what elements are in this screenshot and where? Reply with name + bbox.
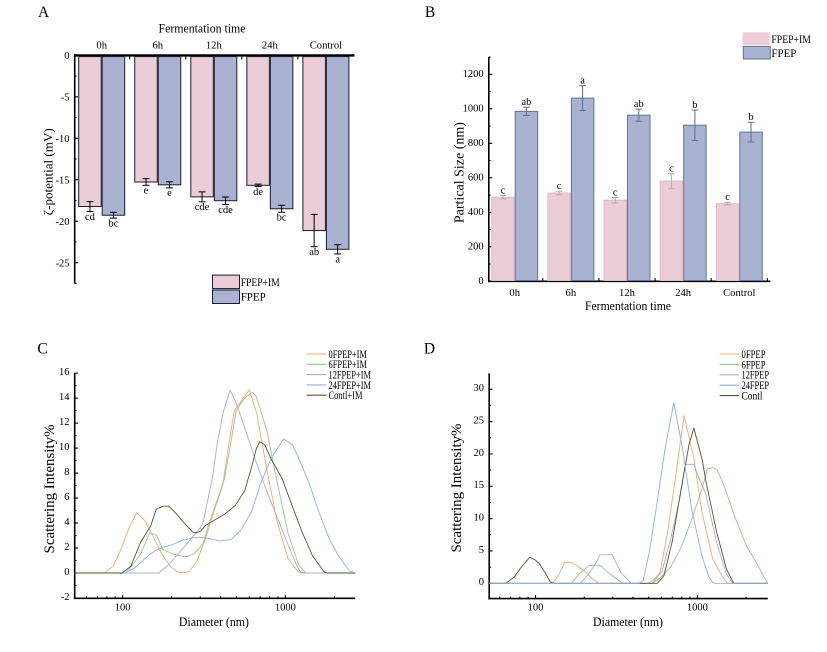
svg-text:30: 30 (474, 383, 485, 394)
svg-text:14: 14 (59, 392, 70, 403)
svg-text:-15: -15 (56, 175, 70, 186)
svg-text:0: 0 (64, 51, 69, 62)
svg-text:100: 100 (528, 603, 544, 614)
svg-text:5: 5 (479, 545, 484, 556)
svg-text:0h: 0h (96, 41, 107, 52)
svg-text:12h: 12h (206, 41, 223, 52)
svg-text:Scattering Intensity%: Scattering Intensity% (449, 424, 465, 553)
svg-text:-25: -25 (56, 258, 70, 269)
svg-text:0FPEP: 0FPEP (742, 349, 766, 361)
svg-text:12FPEP+IM: 12FPEP+IM (329, 370, 372, 382)
svg-text:e: e (144, 186, 149, 197)
svg-text:Diameter (nm): Diameter (nm) (179, 615, 249, 629)
svg-text:Fermentation time: Fermentation time (585, 299, 671, 313)
svg-text:FPEP: FPEP (241, 290, 266, 304)
svg-text:6h: 6h (152, 41, 163, 52)
svg-text:C: C (37, 341, 47, 358)
svg-text:FPEP+IM: FPEP+IM (241, 275, 280, 289)
svg-text:24h: 24h (675, 288, 692, 299)
svg-text:Contl: Contl (742, 391, 763, 403)
svg-text:6: 6 (64, 492, 69, 503)
svg-text:16: 16 (59, 367, 70, 378)
svg-text:-2: -2 (61, 592, 70, 603)
svg-text:ζ-potential (mV): ζ-potential (mV) (41, 128, 56, 215)
svg-text:ab: ab (309, 247, 319, 258)
svg-text:c: c (501, 185, 506, 196)
svg-text:c: c (725, 192, 730, 203)
svg-text:400: 400 (468, 207, 484, 218)
svg-text:Control: Control (723, 288, 755, 299)
svg-text:100: 100 (115, 602, 131, 613)
svg-text:a: a (335, 254, 340, 265)
svg-text:25: 25 (474, 416, 485, 427)
svg-text:D: D (424, 341, 435, 358)
svg-text:Partical Size (nm): Partical Size (nm) (453, 122, 468, 223)
svg-text:6FPEP: 6FPEP (742, 359, 766, 371)
svg-text:B: B (425, 4, 435, 21)
svg-text:24FPEP+IM: 24FPEP+IM (329, 380, 372, 392)
svg-text:Fermentation time: Fermentation time (159, 22, 246, 36)
svg-text:12: 12 (59, 417, 70, 428)
svg-text:12FPEP: 12FPEP (742, 370, 770, 382)
svg-text:b: b (748, 112, 753, 123)
svg-text:b: b (692, 100, 697, 111)
svg-text:de: de (253, 187, 263, 198)
svg-text:c: c (557, 181, 562, 192)
svg-text:0: 0 (478, 276, 483, 287)
svg-text:200: 200 (468, 242, 484, 253)
svg-text:0h: 0h (509, 288, 520, 299)
svg-text:12h: 12h (619, 288, 636, 299)
svg-text:Control: Control (310, 41, 342, 52)
svg-text:1000: 1000 (687, 603, 708, 614)
svg-text:-5: -5 (61, 92, 70, 103)
svg-text:FPEP+IM: FPEP+IM (771, 32, 811, 46)
svg-text:a: a (580, 75, 585, 86)
svg-text:6h: 6h (566, 288, 577, 299)
svg-text:ab: ab (521, 97, 531, 108)
svg-text:Scattering Intensity%: Scattering Intensity% (42, 425, 58, 554)
svg-text:15: 15 (474, 480, 485, 491)
svg-text:-20: -20 (56, 217, 70, 228)
svg-text:ab: ab (634, 99, 644, 110)
svg-text:0FPEP+IM: 0FPEP+IM (329, 349, 368, 361)
svg-text:cd: cd (85, 212, 96, 223)
svg-text:6FPEP+IM: 6FPEP+IM (329, 359, 368, 371)
svg-text:c: c (669, 164, 674, 175)
svg-text:0: 0 (64, 567, 69, 578)
svg-text:bc: bc (108, 218, 118, 229)
svg-text:1200: 1200 (463, 69, 484, 80)
svg-text:4: 4 (64, 517, 70, 528)
svg-text:2: 2 (64, 542, 69, 553)
svg-text:A: A (38, 4, 50, 21)
svg-text:cde: cde (218, 205, 233, 216)
svg-text:10: 10 (474, 513, 485, 524)
svg-text:10: 10 (59, 442, 70, 453)
svg-text:24FPEP: 24FPEP (742, 380, 770, 392)
svg-text:c: c (613, 187, 618, 198)
svg-text:1000: 1000 (275, 602, 296, 613)
svg-text:cde: cde (195, 202, 210, 213)
svg-text:800: 800 (468, 138, 484, 149)
svg-text:FPEP: FPEP (771, 46, 796, 60)
svg-text:20: 20 (474, 448, 485, 459)
svg-text:e: e (167, 188, 172, 199)
svg-text:-10: -10 (56, 134, 70, 145)
svg-text:1000: 1000 (463, 104, 484, 115)
svg-text:8: 8 (64, 467, 69, 478)
svg-text:24h: 24h (262, 41, 279, 52)
svg-text:Diameter (nm): Diameter (nm) (593, 615, 663, 629)
svg-text:600: 600 (468, 173, 484, 184)
svg-text:0: 0 (479, 577, 484, 588)
svg-text:bc: bc (277, 213, 287, 224)
svg-text:Contl+IM: Contl+IM (329, 390, 363, 402)
